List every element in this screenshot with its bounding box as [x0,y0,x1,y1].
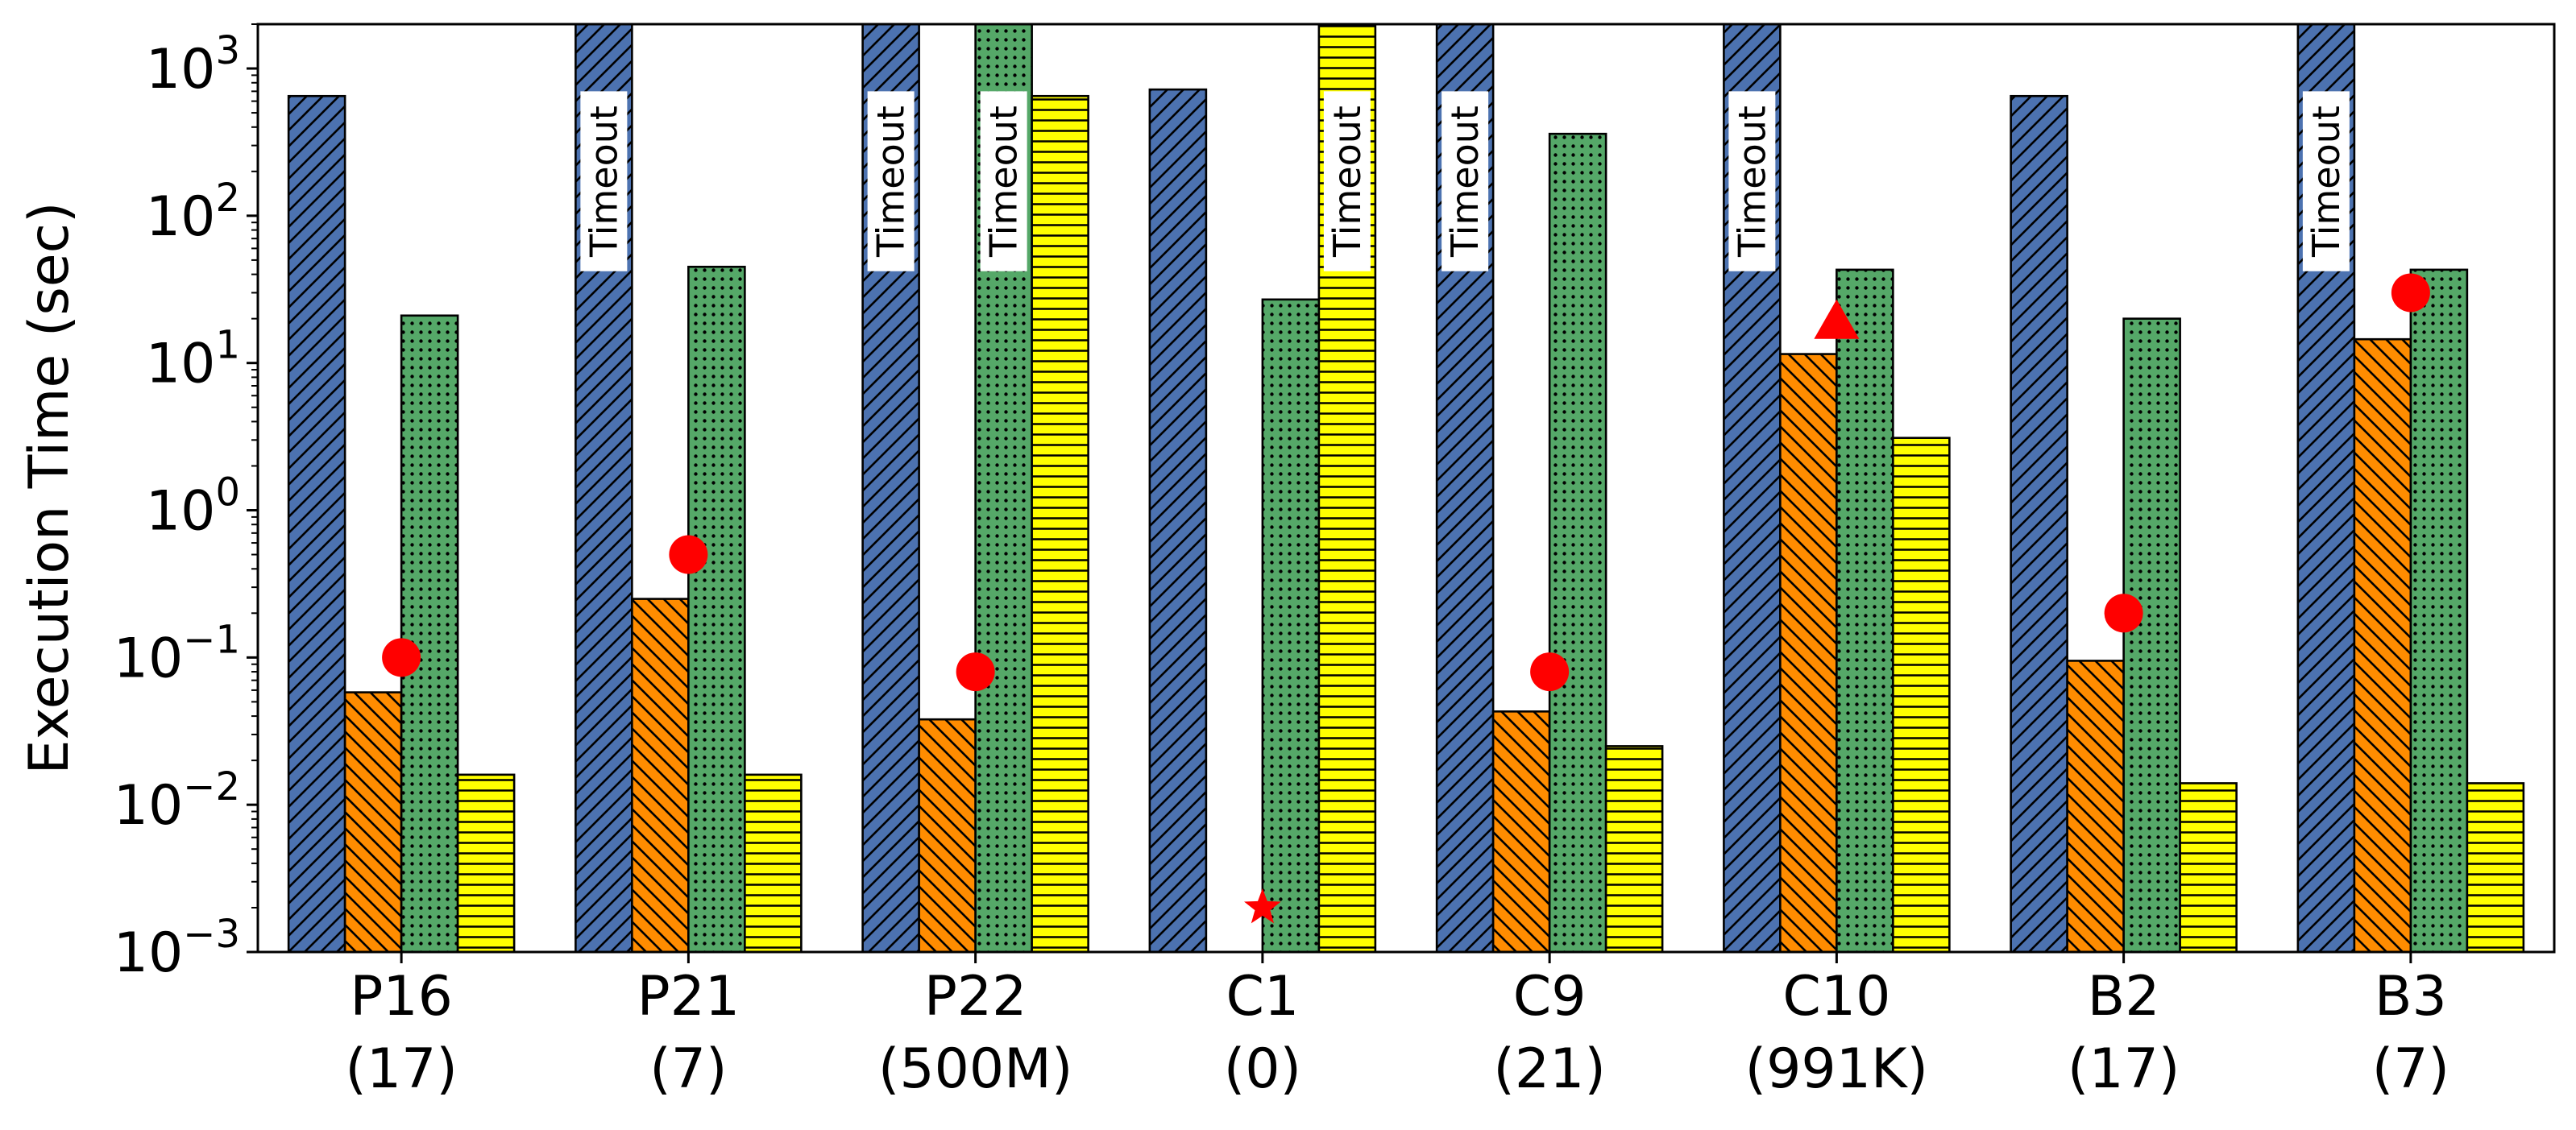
x-tick-label: C10 [1782,965,1890,1029]
bar-B2-s0 [2010,94,2068,952]
timeout-label-C10-s0: Timeout [1728,91,1776,271]
y-tick-label: 10−3 [114,912,240,985]
x-tick-sublabel: (7) [649,1037,727,1101]
marker-circle [1530,652,1570,692]
x-tick-label: C1 [1226,965,1300,1029]
bar-P21-s1 [631,598,690,952]
markers-layer [382,273,2430,924]
bar-P16-s2 [400,314,459,952]
y-tick-label: 10−1 [114,617,240,690]
timeout-label-P22-s2: Timeout [980,91,1027,271]
y-tick-label: 100 [146,470,240,544]
x-tick-label: B3 [2375,965,2447,1029]
x-tick-sublabel: (17) [345,1037,458,1101]
y-axis-label: Execution Time (sec) [18,201,81,774]
x-tick-sublabel: (17) [2068,1037,2180,1101]
bar-C10-s1 [1779,353,1838,952]
timeout-label-C1-s3: Timeout [1323,91,1371,271]
bar-C1-s2 [1261,298,1321,952]
y-tick-label: 10−2 [114,764,240,838]
bars-layer [287,24,2525,952]
svg-text:Timeout: Timeout [582,106,625,258]
svg-text:Timeout: Timeout [1730,106,1773,258]
x-tick-label: P22 [924,965,1027,1029]
axis-layer: P16 (17) P21 (7) P22 (500M) C1 (0) C9 (21) C10 (991… [114,23,2449,1101]
bar-B3-s3 [2466,782,2525,952]
bar-C9-s2 [1548,132,1607,952]
bar-C1-s0 [1148,88,1208,952]
bar-B3-s1 [2353,337,2412,952]
timeout-label-P21-s0: Timeout [580,91,628,271]
svg-text:Timeout: Timeout [2304,106,2348,258]
bar-P16-s3 [456,773,516,952]
svg-text:Timeout: Timeout [869,106,913,258]
x-tick-label: B2 [2088,965,2160,1029]
x-tick-sublabel: (7) [2372,1037,2449,1101]
x-tick-label: P21 [637,965,740,1029]
bar-P22-s1 [918,718,977,952]
svg-text:Timeout: Timeout [982,106,1026,258]
bar-B2-s1 [2066,660,2125,952]
x-tick-label: C9 [1513,965,1587,1029]
x-tick-sublabel: (991K) [1745,1037,1928,1101]
marker-circle [2104,594,2143,633]
marker-circle [2391,273,2430,313]
bar-C9-s3 [1604,745,1664,952]
timeout-label-C9-s0: Timeout [1441,91,1489,271]
y-tick-label: 103 [146,28,240,101]
marker-circle [382,638,421,677]
bar-C9-s1 [1491,710,1551,952]
x-tick-sublabel: (21) [1493,1037,1606,1101]
y-tick-label: 101 [146,323,240,396]
x-tick-sublabel: (500M) [878,1037,1073,1101]
x-tick-sublabel: (0) [1224,1037,1301,1101]
bar-C10-s2 [1836,268,1894,952]
bar-B2-s3 [2179,782,2238,952]
x-tick-label: P16 [350,965,453,1029]
bar-B3-s2 [2409,268,2469,952]
marker-star [1244,888,1281,924]
plot-frame [256,23,2556,954]
bar-P16-s1 [343,691,403,952]
bar-C10-s3 [1892,437,1951,952]
marker-triangle [1814,299,1860,339]
timeout-label-B3-s0: Timeout [2302,91,2350,271]
bar-P16-s0 [287,94,346,952]
bar-P21-s3 [744,773,803,952]
marker-circle [669,535,708,574]
svg-text:Timeout: Timeout [1325,106,1369,258]
bar-P22-s3 [1031,94,1089,952]
y-tick-label: 102 [146,176,240,249]
marker-circle [956,652,995,692]
bar-P21-s2 [687,265,746,952]
svg-text:Timeout: Timeout [1443,106,1487,258]
timeout-label-P22-s0: Timeout [867,91,915,271]
timeout-labels-layer: Timeout Timeout Timeout Timeout Timeout Timeo… [580,91,2350,271]
bar-B2-s2 [2122,317,2181,952]
